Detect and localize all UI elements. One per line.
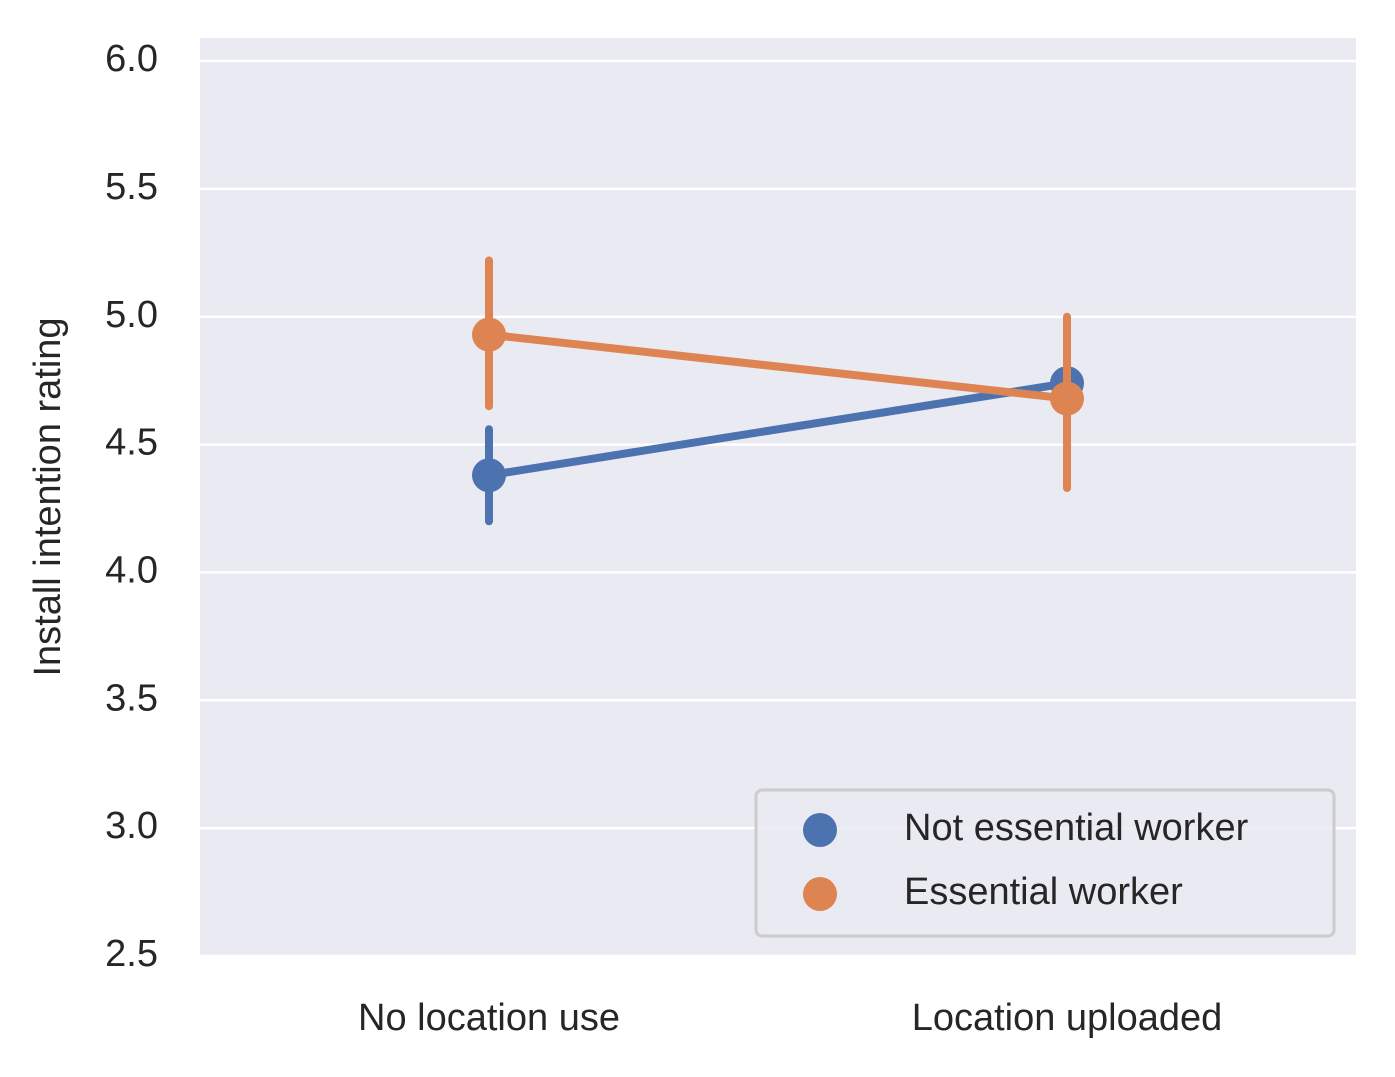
y-tick-label: 3.0 (105, 805, 158, 847)
y-tick-label: 3.5 (105, 677, 158, 719)
legend: Not essential worker Essential worker (754, 788, 1336, 938)
y-tick-label: 4.5 (105, 422, 158, 464)
x-tick-label: Location uploaded (912, 997, 1223, 1039)
point (472, 458, 506, 493)
y-tick-label: 2.5 (105, 933, 158, 975)
legend-label: Essential worker (904, 871, 1183, 913)
series-line (488, 379, 1068, 480)
y-tick-label: 5.0 (105, 294, 158, 336)
y-axis-label: Install intention rating (27, 317, 69, 676)
point (472, 317, 506, 352)
point (1050, 381, 1084, 416)
series-line (488, 330, 1068, 403)
legend-marker (803, 877, 837, 911)
legend-box (754, 788, 1336, 938)
legend-label: Not essential worker (904, 807, 1249, 849)
legend-marker (803, 813, 837, 847)
x-tick-label: No location use (358, 997, 620, 1039)
y-tick-label: 4.0 (105, 549, 158, 591)
y-tick-label: 5.5 (105, 166, 158, 208)
y-tick-label: 6.0 (105, 38, 158, 80)
